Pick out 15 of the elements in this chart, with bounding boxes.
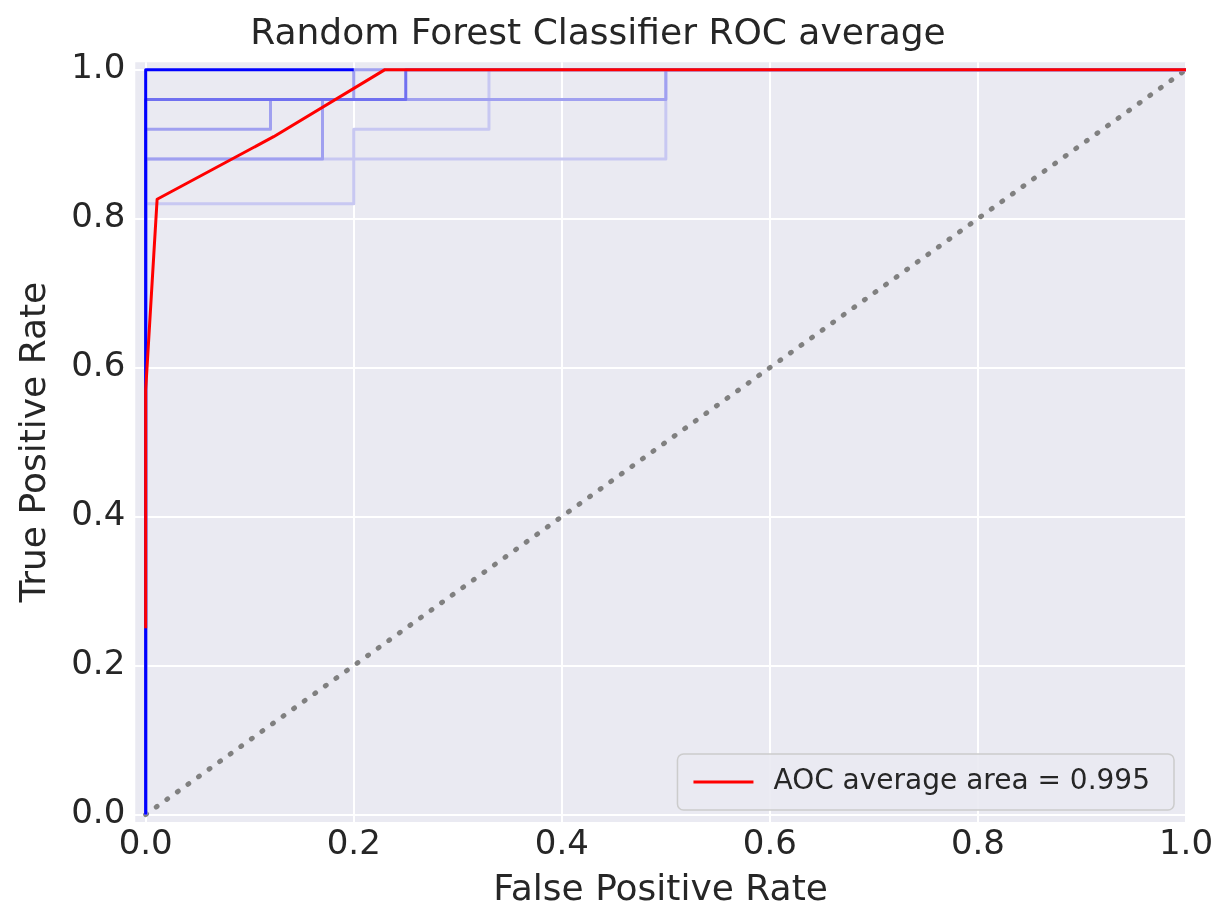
chart-title: Random Forest Classifier ROC average xyxy=(250,10,946,52)
x-tick-label: 0.8 xyxy=(950,822,1005,863)
x-axis-title: False Positive Rate xyxy=(493,866,828,908)
y-tick-label: 0.4 xyxy=(71,493,126,534)
x-tick-label: 0.0 xyxy=(118,822,173,863)
y-tick-label: 0.2 xyxy=(71,642,126,683)
y-axis-title: True Positive Rate xyxy=(11,281,53,604)
x-tick-label: 0.2 xyxy=(326,822,381,863)
x-tick-label: 0.6 xyxy=(742,822,797,863)
legend-label: AOC average area = 0.995 xyxy=(773,763,1151,797)
y-tick-label: 0.6 xyxy=(71,344,126,385)
x-tick-label: 1.0 xyxy=(1158,822,1214,863)
y-tick-label: 0.8 xyxy=(71,195,126,236)
x-tick-label: 0.4 xyxy=(534,822,589,863)
y-tick-label: 1.0 xyxy=(71,46,126,87)
